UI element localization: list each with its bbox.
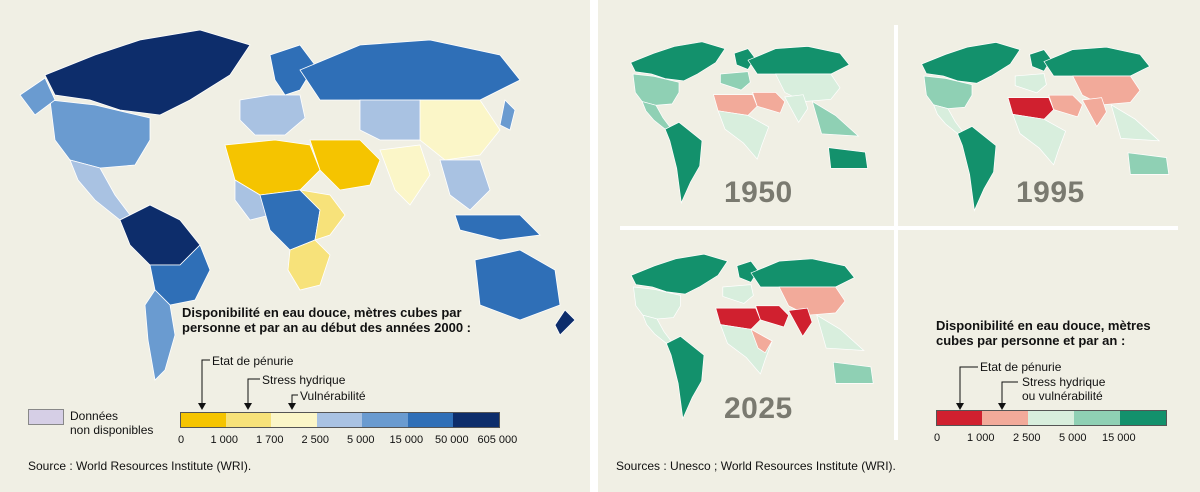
right-scale-tick: 15 000 [1102,432,1136,444]
region-russia [299,39,521,101]
region-east-africa [298,189,346,241]
left-scale-swatch [407,412,453,428]
right-legend-title: Disponibilité en eau douce, mètres cubes… [936,318,1151,348]
left-scale-tick: 2 500 [301,434,330,446]
right-arrow-label-stress: Stress hydrique ou vulnérabilité [1022,375,1105,403]
left-scale-tick: 1 700 [256,434,284,446]
region-south-america-north [119,204,201,266]
right-scale-swatch [1028,410,1074,426]
left-legend-title-line-2: personne et par an au début des années 2… [182,320,471,335]
left-scale-tick: 5 000 [347,434,375,446]
right-legend-title-line-2: cubes par personne et par an : [936,333,1126,348]
left-arrow-label-vulnerability: Vulnérabilité [300,389,366,403]
left-scale-swatch [225,412,271,428]
right-scale-tick: 1 000 [967,432,995,444]
right-scale-tick: 2 500 [1013,432,1041,444]
region-mexico-central [69,159,131,221]
region-alaska [19,77,56,116]
region-middle-east [309,139,381,191]
water-availability-evolution-panel: 1950 1995 2025 Disponibilité en eau douc… [598,0,1200,492]
left-scale-tick: 1 000 [210,434,239,446]
right-scale-swatch [982,410,1028,426]
right-scale-tick: 0 [934,432,941,444]
year-label-2025: 2025 [724,392,793,425]
no-data-swatch [28,409,64,425]
world-map-2000 [19,29,576,381]
map-2025 [630,253,874,420]
region-australia [474,249,561,321]
left-scale-tick: 605 000 [477,434,518,446]
left-scale-tick: 15 000 [389,434,424,446]
region-southern-africa [287,239,331,291]
region-japan [499,99,516,131]
world-maps-evolution [620,25,1178,440]
left-scale-swatch [180,412,227,428]
left-scale-tick: 0 [178,434,185,446]
right-arrow-label-stress-line-2: ou vulnérabilité [1022,389,1103,403]
region-southern-cone [144,289,176,381]
no-data-label-line-2: non disponibles [70,423,154,437]
region-southeast-asia [439,159,491,211]
left-legend-title: Disponibilité en eau douce, mètres cubes… [182,305,471,335]
right-source: Sources : Unesco ; World Resources Insti… [616,459,896,473]
no-data-label-line-1: Données [70,409,119,423]
region-scandinavia [269,44,316,96]
right-scale-swatch [1074,410,1120,426]
region-china [419,99,501,161]
right-arrow-label-stress-line-1: Stress hydrique [1022,375,1106,389]
year-label-1950: 1950 [724,176,793,209]
right-scale-swatch [936,410,983,426]
no-data-label: Données non disponibles [70,409,153,437]
left-scale-tick: 50 000 [435,434,469,446]
right-scale-swatch [1120,410,1167,426]
left-legend-title-line-1: Disponibilité en eau douce, mètres cubes… [182,305,462,320]
region-new-zealand [554,309,576,336]
left-arrow-label-shortage: Etat de pénurie [212,354,294,368]
right-arrow-label-shortage: Etat de pénurie [980,360,1062,374]
right-scale-tick: 5 000 [1059,432,1087,444]
left-source: Source : World Resources Institute (WRI)… [28,459,252,473]
left-scale-swatch [453,412,500,428]
world-water-availability-2000-panel: Disponibilité en eau douce, mètres cubes… [0,0,590,492]
left-scale-swatch [316,412,362,428]
left-arrow-label-stress: Stress hydrique [262,373,346,387]
region-western-europe [239,94,306,136]
region-usa [49,99,151,169]
region-canada-greenland [44,29,251,116]
right-legend-title-line-1: Disponibilité en eau douce, mètres [936,318,1151,333]
region-west-africa [234,179,271,221]
left-scale-swatch [271,412,317,428]
year-label-1995: 1995 [1016,176,1085,209]
region-indonesia [454,214,541,241]
map-1995 [921,42,1170,212]
region-india [379,144,431,206]
map-1950 [630,41,868,205]
left-scale-swatch [362,412,408,428]
